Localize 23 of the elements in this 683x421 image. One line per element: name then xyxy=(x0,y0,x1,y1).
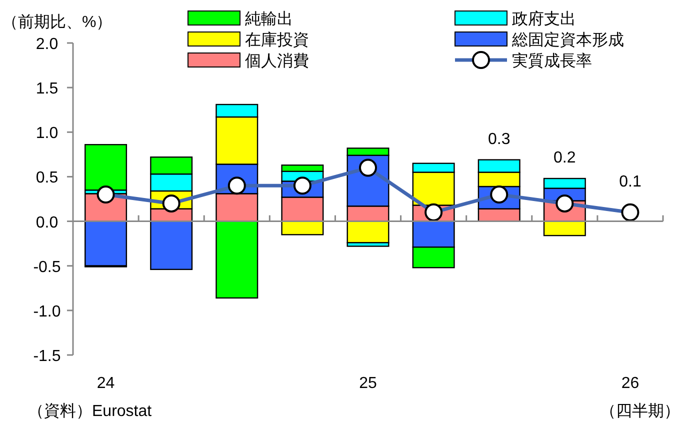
x-tick-label: 26 xyxy=(621,375,640,392)
data-label: 0.1 xyxy=(619,173,642,190)
data-label: 0.2 xyxy=(554,149,576,166)
x-tick-label: 24 xyxy=(96,375,115,392)
y-tick-label: 2.0 xyxy=(36,36,58,53)
y-tick-label: -0.5 xyxy=(33,258,61,276)
legend-label: 総固定資本形成 xyxy=(511,31,624,49)
y-axis-title: （前期比、%） xyxy=(2,13,112,31)
y-tick-label: -1.5 xyxy=(33,348,61,365)
y-tick-label: -1.0 xyxy=(33,303,61,320)
data-label: 0.3 xyxy=(488,130,510,148)
legend-label: 実質成長率 xyxy=(512,52,592,70)
y-tick-label: 1.5 xyxy=(36,80,58,98)
legend-label: 在庫投資 xyxy=(245,31,309,49)
y-tick-label: 0.5 xyxy=(36,170,58,187)
x-axis-title: （四半期） xyxy=(600,402,680,420)
text: （資料）Eurostat xyxy=(28,402,152,420)
x-tick-label: 25 xyxy=(359,375,377,392)
legend-label: 政府支出 xyxy=(512,10,576,28)
legend-label: 個人消費 xyxy=(245,52,309,70)
legend-label: 純輸出 xyxy=(245,10,293,28)
y-tick-label: 1.0 xyxy=(36,125,58,142)
y-tick-label: 0.0 xyxy=(36,214,58,232)
